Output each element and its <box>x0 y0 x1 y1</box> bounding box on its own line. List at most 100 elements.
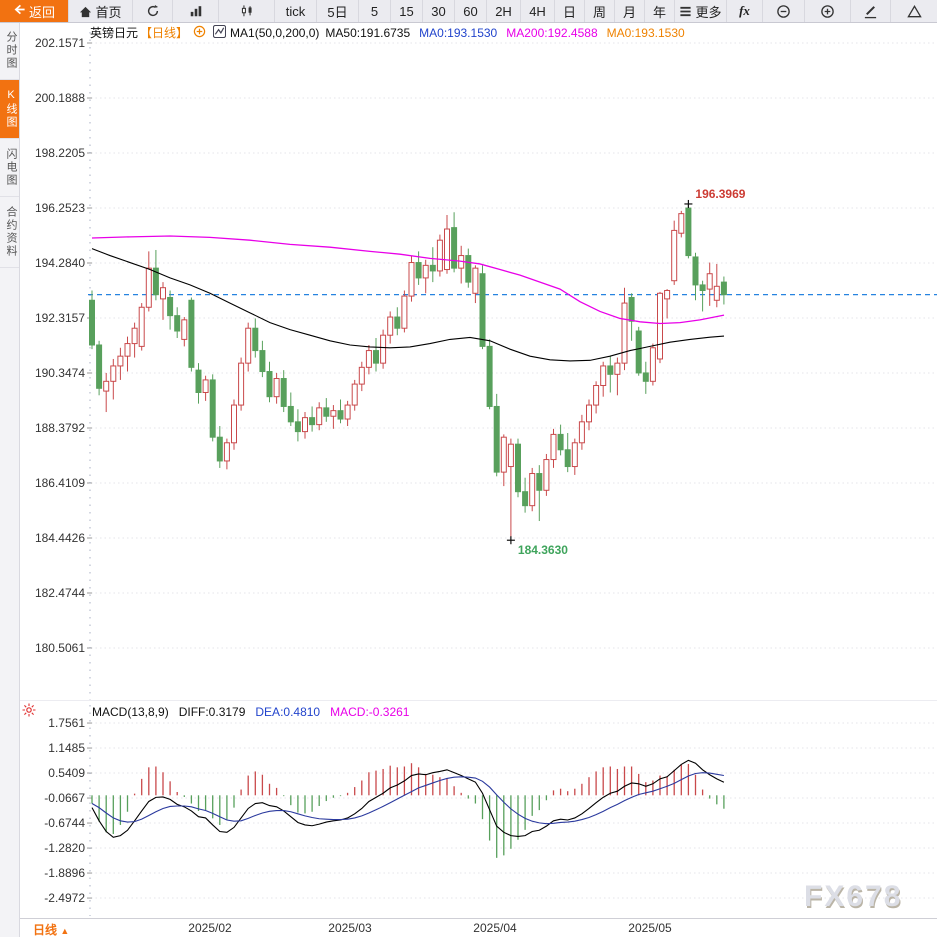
toolbar-item-5[interactable]: 5 <box>358 0 390 22</box>
sidebar-item-time-share[interactable]: 分时图 <box>0 22 19 80</box>
toolbar-item-label: 5 <box>370 3 379 19</box>
macd-dea-value: DEA:0.4810 <box>255 705 321 719</box>
candle-body <box>649 347 656 382</box>
sidebar-item-lightning[interactable]: 闪电图 <box>0 139 19 197</box>
ma200-line <box>91 235 725 325</box>
toolbar-item-15[interactable]: 15 <box>390 0 422 22</box>
toolbar-item-bar-chart[interactable] <box>172 0 218 22</box>
toolbar-item-label: 5日 <box>327 4 348 20</box>
indicator-icon[interactable] <box>212 24 227 41</box>
candle-body <box>209 379 216 438</box>
toolbar-item-refresh[interactable] <box>132 0 172 22</box>
candle-body <box>380 334 387 364</box>
candle-body <box>408 262 415 297</box>
candle-body <box>195 369 202 393</box>
price-axis-label: 202.1571 <box>35 36 85 50</box>
candle-body <box>266 371 273 398</box>
candle-body <box>479 273 486 347</box>
candle-body <box>607 365 614 375</box>
candle-body <box>401 295 408 329</box>
candle-body <box>294 421 301 433</box>
candle-body <box>351 383 358 406</box>
toolbar-item-home[interactable]: 首页 <box>68 0 132 22</box>
price-axis-label: 198.2205 <box>35 146 85 160</box>
toolbar-item-2h[interactable]: 2H <box>486 0 520 22</box>
candle-body <box>564 449 571 468</box>
toolbar-item-label: 更多 <box>695 4 722 20</box>
candle-body <box>394 316 401 329</box>
back-button[interactable]: 返回 <box>0 0 68 22</box>
macd-axis-label: -1.8896 <box>44 866 85 880</box>
toolbar-item-more[interactable]: 更多 <box>674 0 726 22</box>
candle-body <box>131 327 138 345</box>
toolbar-item-4h[interactable]: 4H <box>520 0 554 22</box>
sidebar-item-kline[interactable]: K线图 <box>0 80 19 139</box>
period-selector[interactable]: 日线 ▲ <box>33 921 69 938</box>
toolbar-item-zoom-in[interactable] <box>804 0 850 22</box>
toolbar-item-shape[interactable] <box>890 0 937 22</box>
candle-body <box>706 273 713 290</box>
candle-body <box>550 433 557 461</box>
candle-body <box>657 292 663 360</box>
candle-body <box>96 344 103 389</box>
price-axis-label: 188.3792 <box>35 421 85 435</box>
candle-body <box>451 227 458 269</box>
toolbar-item-week[interactable]: 周 <box>584 0 614 22</box>
x-axis-label: 2025/04 <box>473 921 517 935</box>
candle-body <box>387 316 394 336</box>
toolbar: 返回 首页 tick 5日 5 15 30 60 2H 4H 日周月年 更多 fx <box>0 0 937 23</box>
macd-axis-label: 0.5409 <box>48 766 85 780</box>
candle-body <box>238 362 245 406</box>
toolbar-item-month[interactable]: 月 <box>614 0 644 22</box>
toolbar-item-label: 2H <box>495 3 512 19</box>
toolbar-item-fx[interactable]: fx <box>726 0 762 22</box>
home-icon <box>79 5 92 18</box>
candle-body <box>642 372 649 382</box>
candle-body <box>110 365 117 382</box>
candle-body <box>167 296 174 317</box>
candle-body <box>316 407 323 426</box>
macd-axis-label: -0.0667 <box>44 791 85 805</box>
menu-icon <box>679 5 692 18</box>
toolbar-item-60[interactable]: 60 <box>454 0 486 22</box>
candle-body <box>89 299 95 346</box>
ma50-line <box>91 248 725 362</box>
toolbar-item-5d[interactable]: 5日 <box>316 0 358 22</box>
candle-body <box>493 405 500 473</box>
macd-axis-label: 1.1485 <box>48 741 85 755</box>
macd-settings-icon[interactable] <box>22 703 36 722</box>
toolbar-item-30[interactable]: 30 <box>422 0 454 22</box>
candle-body <box>124 343 131 357</box>
expand-icon[interactable] <box>193 25 206 41</box>
candle-body <box>174 315 181 332</box>
zoom-in-icon <box>820 4 835 19</box>
macd-axis-label: -1.2820 <box>44 841 85 855</box>
bar-chart-icon <box>189 4 203 18</box>
candle-body <box>578 421 585 444</box>
candle-body <box>330 410 337 417</box>
toolbar-item-zoom-out[interactable] <box>762 0 804 22</box>
toolbar-item-day[interactable]: 日 <box>554 0 584 22</box>
zoom-out-icon <box>776 4 791 19</box>
candle-body <box>344 404 351 420</box>
price-axis-label: 190.3474 <box>35 366 85 380</box>
candle-body <box>720 281 727 296</box>
price-axis-label: 192.3157 <box>35 311 85 325</box>
candle-body <box>692 256 699 286</box>
toolbar-item-draw[interactable] <box>850 0 890 22</box>
toolbar-item-tick[interactable]: tick <box>274 0 316 22</box>
candle-body <box>444 228 450 271</box>
candle-body <box>465 255 472 283</box>
toolbar-item-year[interactable]: 年 <box>644 0 674 22</box>
symbol-title: 英镑日元 <box>90 26 139 40</box>
sidebar-item-contract-info[interactable]: 合约资料 <box>0 197 19 268</box>
toolbar-item-label: 日 <box>562 4 576 20</box>
macd-axis-label: -2.4972 <box>44 891 85 905</box>
macd-macd-value: MACD:-0.3261 <box>330 705 410 719</box>
candle-body <box>231 404 237 444</box>
macd-header: MACD(13,8,9) DIFF:0.3179 DEA:0.4810 MACD… <box>92 705 409 719</box>
candle-body <box>152 267 159 296</box>
toolbar-item-candlestick[interactable] <box>218 0 274 22</box>
candle-body <box>309 417 316 426</box>
